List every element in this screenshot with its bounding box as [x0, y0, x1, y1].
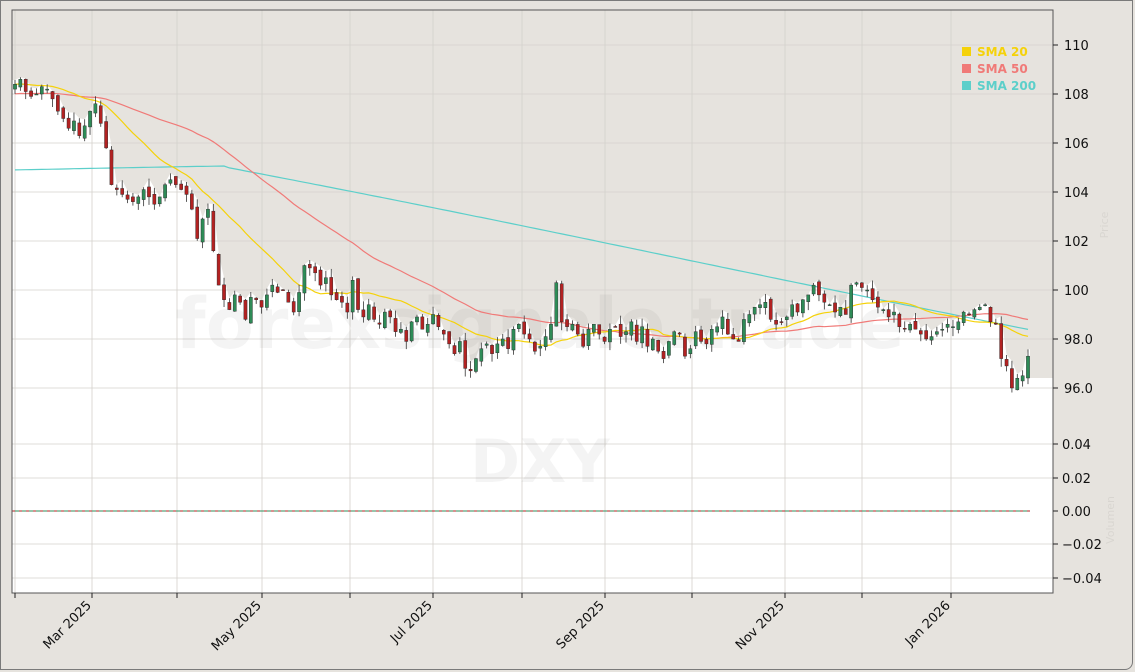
x-tick-label: Jan 2026: [902, 598, 954, 650]
legend-swatch: [962, 64, 971, 73]
legend-label: SMA 200: [977, 79, 1036, 93]
price-tick-label: 110: [1064, 39, 1089, 54]
legend-label: SMA 50: [977, 62, 1028, 76]
sma-lines: [14, 83, 1029, 347]
x-tick-label: Sep 2025: [554, 598, 608, 652]
volume-tick-label: 0.02: [1062, 472, 1091, 487]
price-axis-label: Price: [1098, 211, 1111, 238]
legend-label: SMA 20: [977, 45, 1028, 59]
legend-swatch: [962, 81, 971, 90]
x-tick-label: Jul 2025: [387, 598, 436, 647]
price-tick-label: 96.0: [1064, 382, 1093, 397]
x-tick-label: Nov 2025: [733, 598, 788, 653]
y-axis: 110 108 106 104 102 100 98.0 96.0 0.04 0.02 0.00 −0…: [1053, 39, 1102, 587]
grid-lines: [12, 10, 1053, 593]
price-tick-label: 106: [1064, 137, 1089, 152]
volume-tick-label: 0.04: [1062, 438, 1091, 453]
plot-border: [11, 9, 1054, 594]
volume-tick-label: −0.02: [1062, 538, 1102, 553]
x-tick-label: Mar 2025: [41, 598, 95, 652]
x-tick-label: May 2025: [209, 598, 265, 654]
watermark-symbol: DXY: [470, 427, 611, 497]
price-fill-above: [12, 10, 1053, 378]
sma-legend: SMA 20 SMA 50 SMA 200: [962, 45, 1036, 93]
legend-swatch: [962, 47, 971, 56]
price-tick-label: 104: [1064, 186, 1089, 201]
price-tick-label: 108: [1064, 88, 1089, 103]
price-tick-label: 100: [1064, 284, 1089, 299]
volume-axis-label: Volumen: [1104, 496, 1117, 544]
price-tick-label: 102: [1064, 235, 1089, 250]
volume-tick-label: −0.04: [1062, 572, 1102, 587]
volume-tick-label: 0.00: [1062, 505, 1091, 520]
candlesticks: [13, 77, 1030, 393]
x-axis: Mar 2025 May 2025 Jul 2025 Sep 2025 Nov 2025…: [14, 593, 954, 654]
price-tick-label: 98.0: [1064, 333, 1093, 348]
